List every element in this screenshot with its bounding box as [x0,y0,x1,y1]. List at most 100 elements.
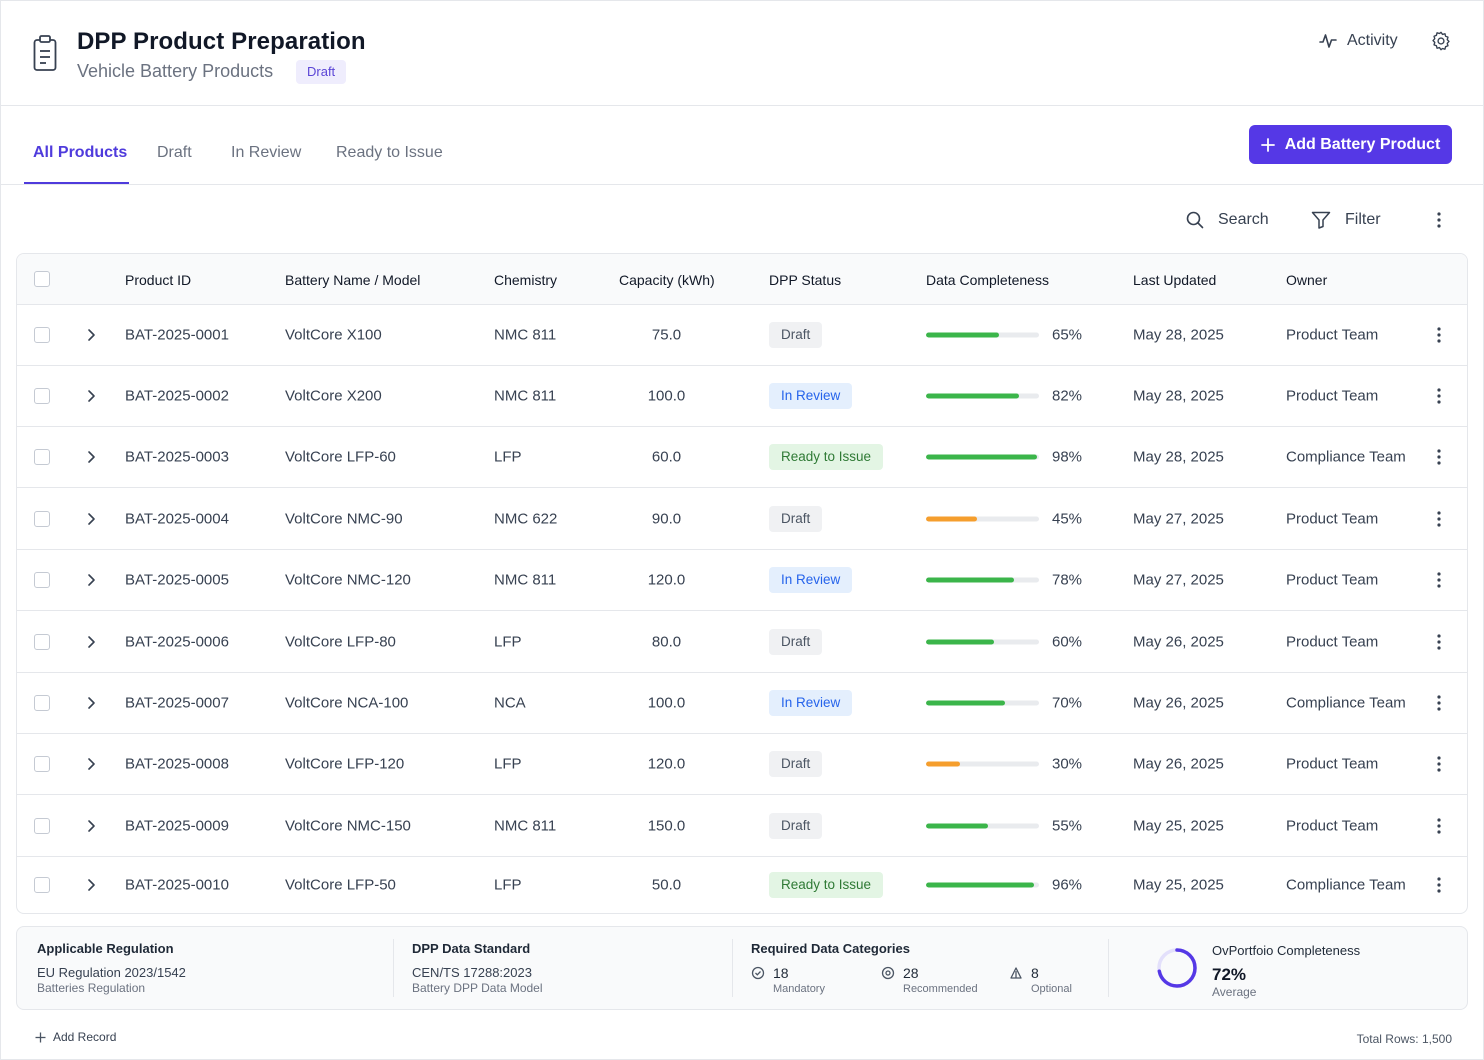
page-subtitle: Vehicle Battery Products [77,61,274,81]
row-checkbox[interactable] [34,817,50,834]
portfolio-completeness-value: 72% [1212,965,1247,984]
battery-name: VoltCore NMC-90 [285,510,403,527]
last-updated: May 28, 2025 [1133,387,1224,405]
row-more-icon[interactable] [1429,692,1449,714]
chevron-right-icon[interactable] [83,388,99,404]
filter-label: Filter [1345,211,1381,228]
table-row[interactable]: BAT-2025-0004 VoltCore NMC-90 NMC 622 90.0 D… [17,488,1467,550]
table-row[interactable]: BAT-2025-0008 VoltCore LFP-120 LFP 120.0 Dra… [17,734,1467,795]
standard-label: DPP Data Standard [412,941,531,956]
add-battery-product-button[interactable]: Add Battery Product [1249,125,1452,164]
row-more-icon[interactable] [1429,569,1449,591]
chemistry: LFP [494,755,522,773]
chevron-right-icon[interactable] [83,877,99,893]
table-row[interactable]: BAT-2025-0005 VoltCore NMC-120 NMC 811 120.… [17,550,1467,611]
chemistry: NMC 811 [494,387,557,405]
chevron-right-icon[interactable] [83,695,99,711]
completeness-percent: 82% [1052,387,1083,405]
row-checkbox[interactable] [34,756,50,772]
completeness-percent: 45% [1052,510,1083,527]
capacity: 90.0 [651,510,682,527]
row-checkbox[interactable] [34,449,50,465]
optional-count: 8 [1031,965,1039,981]
chevron-right-icon[interactable] [83,818,99,834]
table-row[interactable]: BAT-2025-0001 VoltCore X100 NMC 811 75.0 Dra… [17,305,1467,366]
status-badge: Ready to Issue [769,872,884,898]
battery-name: VoltCore LFP-60 [285,448,396,466]
chevron-right-icon[interactable] [83,327,99,343]
row-checkbox[interactable] [34,633,50,650]
more-options-icon[interactable] [1429,209,1449,231]
filter-button[interactable]: Filter [1311,209,1381,231]
tab-draft[interactable]: Draft [157,144,192,161]
tab-in-review[interactable]: In Review [231,144,302,161]
row-more-icon[interactable] [1429,385,1449,407]
row-more-icon[interactable] [1429,508,1449,530]
row-more-icon[interactable] [1429,815,1449,837]
page-header: DPP Product Preparation Vehicle Battery … [0,0,1484,106]
add-record-button[interactable]: Add Record [35,1030,116,1044]
row-more-icon[interactable] [1429,631,1449,653]
last-updated: May 26, 2025 [1133,633,1224,650]
capacity: 120.0 [647,755,686,773]
chevron-right-icon[interactable] [83,511,99,527]
row-more-icon[interactable] [1429,324,1449,346]
chemistry: NCA [494,694,526,712]
owner: Product Team [1286,755,1379,773]
status-badge: Draft [296,60,347,84]
completeness-bar [926,332,1039,338]
recommended-label: Recommended [903,983,978,995]
completeness-bar [926,393,1039,399]
status-badge: Draft [769,751,823,777]
gear-icon[interactable] [1430,30,1452,52]
row-more-icon[interactable] [1429,446,1449,468]
table-row[interactable]: BAT-2025-0006 VoltCore LFP-80 LFP 80.0 Draft… [17,611,1467,673]
completeness-percent: 65% [1052,326,1083,344]
table-row[interactable]: BAT-2025-0010 VoltCore LFP-50 LFP 50.0 Ready… [17,857,1467,913]
row-checkbox[interactable] [34,388,50,404]
product-id: BAT-2025-0003 [125,448,229,466]
column-header-owner[interactable]: Owner [1286,272,1328,288]
column-header-battery-name[interactable]: Battery Name / Model [285,272,421,288]
column-header-chemistry[interactable]: Chemistry [494,272,558,288]
select-all-checkbox[interactable] [34,271,50,287]
products-table: Product ID Battery Name / Model Chemistr… [16,253,1468,914]
column-header-data-completeness[interactable]: Data Completeness [926,272,1049,288]
row-more-icon[interactable] [1429,874,1449,896]
tab-ready-to-issue[interactable]: Ready to Issue [336,144,443,161]
row-more-icon[interactable] [1429,753,1449,775]
row-checkbox[interactable] [34,510,50,527]
completeness-bar-fill [926,700,1006,706]
column-header-dpp-status[interactable]: DPP Status [769,272,842,288]
chevron-right-icon[interactable] [83,572,99,588]
column-header-last-updated[interactable]: Last Updated [1133,272,1217,288]
battery-name: VoltCore NCA-100 [285,694,409,712]
table-row[interactable]: BAT-2025-0002 VoltCore X200 NMC 811 100.0 In… [17,366,1467,427]
table-row[interactable]: BAT-2025-0009 VoltCore NMC-150 NMC 811 150.… [17,795,1467,857]
row-checkbox[interactable] [34,877,50,893]
completeness-percent: 96% [1052,876,1083,894]
product-id: BAT-2025-0010 [125,876,229,894]
column-header-capacity[interactable]: Capacity (kWh) [619,272,715,288]
chevron-right-icon[interactable] [83,449,99,465]
add-battery-product-label: Add Battery Product [1284,135,1441,153]
table-row[interactable]: BAT-2025-0003 VoltCore LFP-60 LFP 60.0 Ready… [17,427,1467,488]
chevron-right-icon[interactable] [83,634,99,650]
row-checkbox[interactable] [34,327,50,343]
tab-all-products[interactable]: All Products [33,144,128,161]
last-updated: May 26, 2025 [1133,755,1224,773]
row-checkbox[interactable] [34,572,50,588]
owner: Product Team [1286,817,1379,834]
table-row[interactable]: BAT-2025-0007 VoltCore NCA-100 NCA 100.0 In … [17,673,1467,734]
chevron-right-icon[interactable] [83,756,99,772]
activity-button[interactable]: Activity [1319,30,1398,52]
column-header-product-id[interactable]: Product ID [125,272,192,288]
status-badge: Draft [769,628,823,655]
mandatory-count: 18 [773,965,789,981]
row-checkbox[interactable] [34,695,50,711]
status-badge: In Review [769,383,853,409]
owner: Compliance Team [1286,694,1406,712]
completeness-percent: 70% [1052,694,1083,712]
search-button[interactable]: Search [1186,209,1269,231]
product-id: BAT-2025-0005 [125,571,229,589]
